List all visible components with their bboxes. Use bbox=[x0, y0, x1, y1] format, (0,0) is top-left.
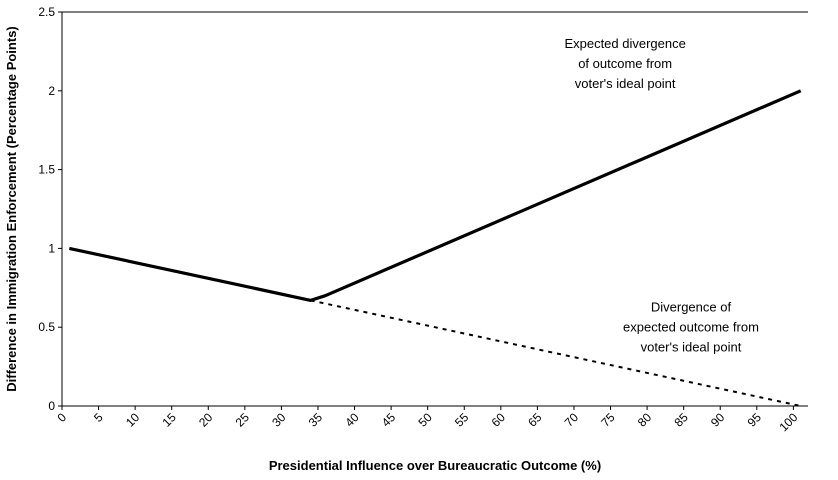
y-tick-label: 1 bbox=[48, 241, 55, 255]
annotation-label: Divergence of expected outcome from voter'… bbox=[623, 299, 759, 354]
y-axis-title: Difference in Immigration Enforcement (P… bbox=[4, 26, 19, 392]
x-tick-label: 30 bbox=[269, 410, 289, 430]
series-line-dashed bbox=[310, 299, 801, 407]
x-tick-label: 85 bbox=[671, 410, 691, 430]
x-tick-label: 25 bbox=[233, 410, 253, 430]
x-tick-label: 10 bbox=[123, 410, 143, 430]
x-axis-ticks: 0 5 10 15 20 25 30 35 40 45 50 55 60 65 70 75 80 85 90 95 10… bbox=[54, 406, 801, 434]
annotation-line: of outcome from bbox=[578, 56, 672, 71]
annotation-line: voter's ideal point bbox=[575, 76, 676, 91]
x-tick-label: 35 bbox=[306, 410, 326, 430]
chart-annotations: Expected divergence of outcome from voter'… bbox=[564, 36, 758, 354]
x-tick-label: 50 bbox=[415, 410, 435, 430]
annotation-line: expected outcome from bbox=[623, 319, 759, 334]
y-tick-label: 0 bbox=[48, 399, 55, 413]
x-axis-title: Presidential Influence over Bureaucratic… bbox=[269, 458, 601, 473]
x-tick-label: 90 bbox=[708, 410, 728, 430]
x-tick-label: 5 bbox=[91, 410, 106, 425]
x-tick-label: 0 bbox=[54, 410, 69, 425]
x-tick-label: 60 bbox=[489, 410, 509, 430]
chart-series bbox=[68, 89, 802, 407]
x-tick-label: 70 bbox=[562, 410, 582, 430]
annotation-line: voter's ideal point bbox=[641, 339, 742, 354]
x-tick-label: 80 bbox=[635, 410, 655, 430]
y-tick-label: 1.5 bbox=[38, 163, 55, 177]
y-tick-label: 2 bbox=[48, 84, 55, 98]
annotation-line: Divergence of bbox=[651, 299, 732, 314]
x-tick-label: 95 bbox=[745, 410, 765, 430]
x-tick-label: 40 bbox=[342, 410, 362, 430]
x-tick-label: 20 bbox=[196, 410, 216, 430]
y-axis-ticks: 0 0.5 1 1.5 2 2.5 bbox=[38, 5, 62, 413]
x-tick-label: 45 bbox=[379, 410, 399, 430]
y-tick-label: 0.5 bbox=[38, 320, 55, 334]
y-tick-label: 2.5 bbox=[38, 5, 55, 19]
x-tick-label: 55 bbox=[452, 410, 472, 430]
x-tick-label: 75 bbox=[598, 410, 618, 430]
x-tick-label: 100 bbox=[776, 410, 800, 434]
series-line-solid bbox=[68, 89, 802, 303]
x-tick-label: 15 bbox=[159, 410, 179, 430]
annotation-label: Expected divergence of outcome from voter'… bbox=[564, 36, 685, 91]
x-tick-label: 65 bbox=[525, 410, 545, 430]
annotation-line: Expected divergence bbox=[564, 36, 685, 51]
